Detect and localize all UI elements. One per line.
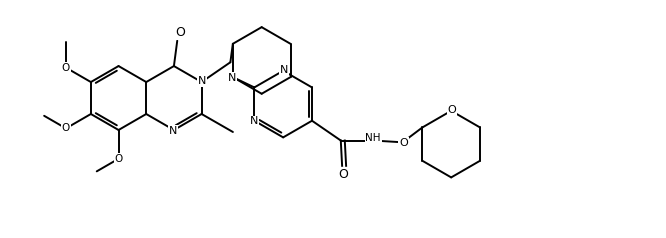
Text: O: O — [338, 168, 348, 181]
Text: O: O — [175, 26, 185, 39]
Text: N: N — [198, 76, 206, 86]
Text: NH: NH — [366, 133, 381, 143]
Text: N: N — [280, 65, 288, 75]
Text: N: N — [169, 126, 177, 136]
Text: O: O — [399, 138, 408, 148]
Text: N: N — [228, 73, 236, 83]
Text: O: O — [62, 123, 70, 133]
Text: O: O — [115, 154, 123, 164]
Text: N: N — [250, 116, 258, 126]
Text: O: O — [448, 105, 456, 115]
Text: O: O — [62, 63, 70, 73]
